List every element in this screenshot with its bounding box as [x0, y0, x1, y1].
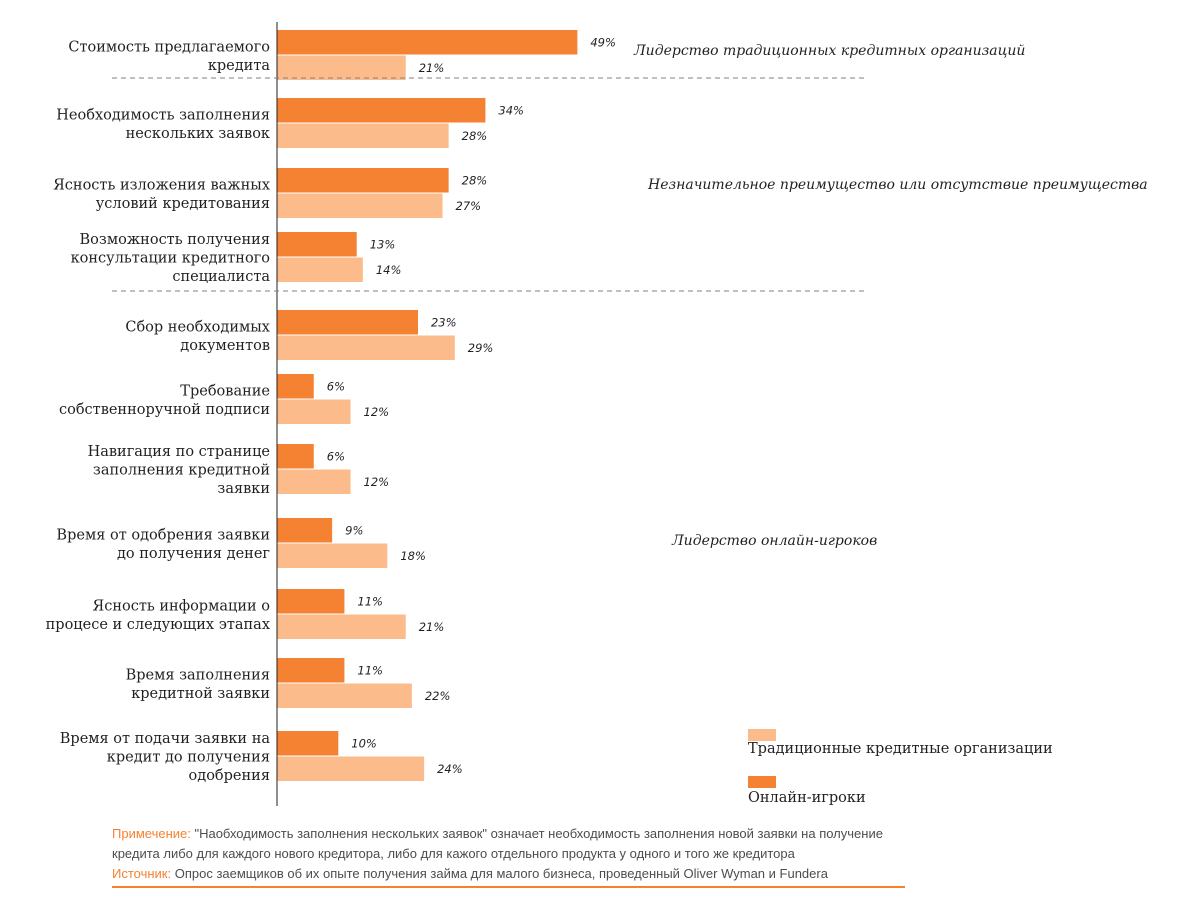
source-text: Источник: Опрос заемщиков об их опыте по… [112, 864, 912, 884]
value-label-online: 6% [327, 379, 345, 393]
category-label: специалиста [172, 269, 270, 285]
value-label-online: 10% [351, 736, 377, 750]
bar-online [277, 98, 486, 123]
category-label: одобрения [189, 768, 270, 784]
note-text: Примечение: "Наобходимость заполнения не… [112, 824, 912, 864]
group-annotation: Незначительное преимущество или отсутств… [647, 177, 1148, 193]
category-label: кредита [208, 58, 271, 74]
value-label-traditional: 24% [437, 762, 463, 776]
value-label-online: 6% [327, 449, 345, 463]
category-label: Время от подачи заявки на [60, 731, 271, 747]
bar-traditional [277, 55, 406, 80]
legend-swatch [748, 729, 776, 741]
value-label-traditional: 21% [419, 620, 445, 634]
category-label: Сбор необходимых [125, 319, 270, 335]
value-label-online: 13% [370, 237, 396, 251]
value-label-traditional: 12% [364, 475, 390, 489]
value-label-traditional: 12% [364, 405, 390, 419]
bar-traditional [277, 469, 351, 494]
bar-online [277, 232, 357, 257]
value-label-online: 28% [462, 173, 488, 187]
category-label: заявки [217, 481, 270, 497]
value-label-traditional: 22% [425, 689, 451, 703]
category-label: процесе и следующих этапах [46, 617, 270, 633]
legend-label: Онлайн-игроки [748, 790, 866, 806]
source-body: Опрос заемщиков об их опыте получения за… [171, 866, 828, 881]
category-label: собственноручной подписи [59, 402, 270, 418]
bar-traditional [277, 123, 449, 148]
bar-online [277, 444, 314, 469]
value-label-traditional: 21% [419, 61, 445, 75]
bar-online [277, 30, 578, 55]
group-annotation: Лидерство онлайн-игроков [671, 533, 877, 549]
bar-online [277, 168, 449, 193]
category-label: документов [180, 338, 270, 354]
bar-traditional [277, 683, 412, 708]
category-label: Ясность информации о [93, 598, 270, 614]
value-label-online: 34% [498, 103, 524, 117]
category-label: до получения денег [117, 546, 270, 562]
notes-underline [112, 886, 905, 888]
note-lead: Примечение: [112, 826, 191, 841]
category-label: Ясность изложения важных [53, 177, 270, 193]
bar-online [277, 374, 314, 399]
category-label: Время заполнения [126, 667, 270, 683]
value-label-online: 11% [357, 594, 383, 608]
legend-label: Традиционные кредитные организации [748, 741, 1053, 757]
bar-traditional [277, 399, 351, 424]
category-label: Стоимость предлагаемого [68, 39, 270, 55]
category-label: кредитной заявки [131, 686, 270, 702]
value-label-traditional: 14% [376, 263, 402, 277]
bar-traditional [277, 614, 406, 639]
value-label-online: 23% [431, 315, 457, 329]
bar-online [277, 518, 333, 543]
category-label: Необходимость заполнения [56, 107, 270, 123]
bar-online [277, 310, 418, 335]
bar-online [277, 589, 345, 614]
notes-block: Примечение: "Наобходимость заполнения не… [112, 824, 912, 884]
source-lead: Источник: [112, 866, 172, 881]
bar-traditional [277, 756, 425, 781]
legend-swatch [748, 776, 776, 788]
bar-traditional [277, 543, 388, 568]
bar-online [277, 658, 345, 683]
category-label: Требование [180, 383, 270, 399]
value-label-traditional: 18% [400, 549, 426, 563]
group-annotation: Лидерство традиционных кредитных организ… [633, 43, 1025, 59]
category-label: консультации кредитного [71, 251, 270, 267]
category-label: Навигация по странице [88, 444, 270, 460]
bar-traditional [277, 257, 363, 282]
category-label: Время от одобрения заявки [56, 527, 270, 543]
value-label-traditional: 27% [456, 199, 482, 213]
value-label-traditional: 28% [462, 129, 488, 143]
note-body: "Наобходимость заполнения нескольких зая… [112, 826, 883, 861]
bar-traditional [277, 335, 455, 360]
value-label-online: 11% [357, 663, 383, 677]
value-label-online: 9% [345, 523, 363, 537]
value-label-traditional: 29% [468, 341, 494, 355]
bar-online [277, 731, 339, 756]
category-label: кредит до получения [107, 750, 270, 766]
category-label: Возможность получения [80, 232, 270, 248]
bar-traditional [277, 193, 443, 218]
category-label: заполнения кредитной [93, 463, 270, 479]
value-label-online: 49% [590, 35, 616, 49]
category-label: нескольких заявок [126, 126, 270, 142]
category-label: условий кредитования [96, 196, 270, 212]
